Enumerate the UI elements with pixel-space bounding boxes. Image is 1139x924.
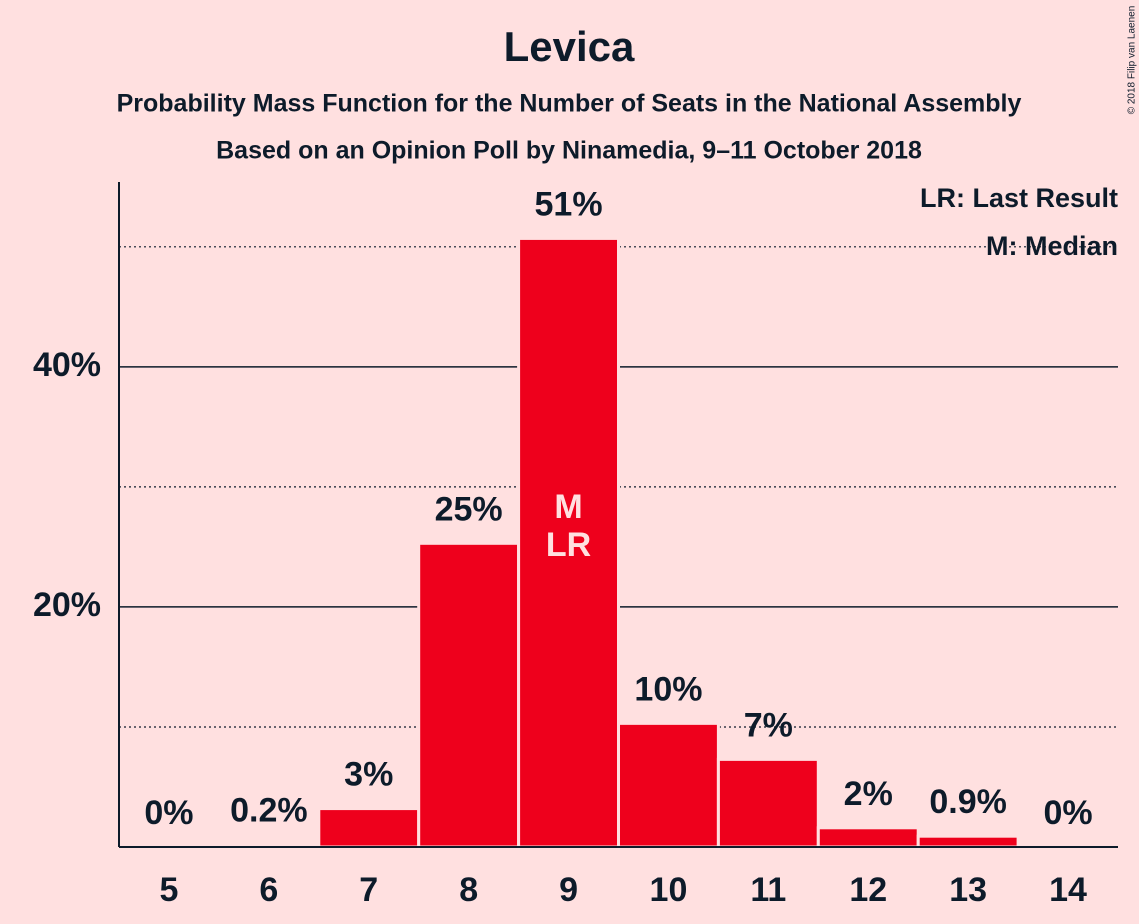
bar [417,541,521,849]
value-label: 7% [744,706,793,744]
bar [317,807,421,849]
value-label: 0.2% [230,792,308,830]
x-tick-label: 11 [750,871,786,909]
copyright: © 2018 Filip van Laenen [1127,6,1138,115]
bar [617,721,720,849]
bar-annotation: LR [546,526,591,564]
y-tick-label: 20% [33,586,101,624]
value-label: 2% [844,775,893,813]
x-tick-label: 9 [559,871,578,909]
x-tick-label: 12 [849,871,887,909]
x-tick-label: 14 [1049,871,1087,909]
x-tick-label: 10 [650,871,688,909]
x-tick-label: 13 [949,871,987,909]
legend-entry: LR: Last Result [920,183,1118,213]
value-label: 0.9% [929,783,1007,821]
bar [716,757,820,849]
bar-annotation: M [554,488,582,526]
x-tick-label: 8 [459,871,478,909]
value-label: 10% [634,670,702,708]
value-label: 3% [344,756,393,794]
bar [916,834,1020,849]
bar [517,236,620,849]
bar [816,826,920,849]
value-label: 0% [1043,794,1092,832]
value-label: 51% [535,185,603,223]
chart-subtitle: Based on an Opinion Poll by Ninamedia, 9… [216,137,922,165]
x-tick-label: 7 [359,871,378,909]
x-tick-label: 6 [259,871,278,909]
y-tick-label: 40% [33,346,101,384]
value-label: 0% [144,794,193,832]
chart-title: Levica [504,23,635,70]
x-tick-label: 5 [159,871,178,909]
chart-subtitle: Probability Mass Function for the Number… [117,90,1022,118]
value-label: 25% [435,490,503,528]
legend-entry: M: Median [986,231,1118,261]
